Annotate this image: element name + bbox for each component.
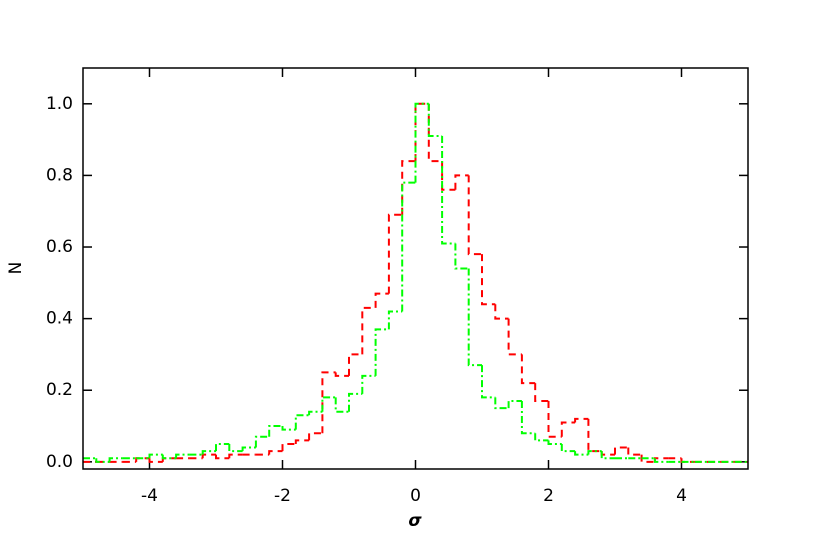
x-tick-label: -4 bbox=[141, 486, 158, 506]
histogram-step bbox=[201, 453, 216, 459]
y-tick-label: 1.0 bbox=[46, 94, 73, 114]
y-tick-label: 0.0 bbox=[46, 452, 73, 472]
histogram-step bbox=[361, 374, 376, 394]
histogram-step bbox=[215, 454, 230, 460]
histogram-step bbox=[215, 442, 230, 452]
histogram-step bbox=[520, 400, 536, 435]
histogram-step bbox=[108, 457, 123, 462]
x-tick-label: 4 bbox=[676, 486, 687, 506]
histogram-step bbox=[520, 354, 536, 385]
histogram-step bbox=[268, 425, 283, 437]
histogram-step bbox=[427, 103, 443, 163]
histogram-step bbox=[640, 454, 655, 463]
histogram-step bbox=[387, 213, 403, 294]
histogram-step bbox=[281, 426, 296, 431]
x-tick-label: 2 bbox=[543, 486, 554, 506]
histogram-step bbox=[574, 417, 589, 423]
y-axis-label: N bbox=[6, 262, 26, 275]
histogram-step bbox=[587, 450, 602, 455]
histogram-step bbox=[614, 446, 629, 455]
histogram-step bbox=[268, 450, 283, 455]
histogram-step bbox=[334, 372, 349, 377]
histogram-step bbox=[507, 399, 522, 409]
histogram-step bbox=[627, 447, 642, 456]
histogram-step bbox=[494, 397, 509, 410]
histogram-step bbox=[653, 458, 669, 463]
histogram-step bbox=[600, 451, 615, 460]
histogram-step bbox=[547, 400, 562, 438]
histogram-step bbox=[414, 102, 429, 162]
histogram-step bbox=[467, 268, 482, 367]
histogram-step bbox=[574, 451, 589, 456]
histogram-step bbox=[348, 353, 363, 376]
histogram-step bbox=[414, 102, 429, 183]
histogram-step bbox=[374, 292, 389, 308]
histogram-step bbox=[361, 306, 376, 355]
histogram-step bbox=[481, 254, 496, 306]
histogram-step bbox=[454, 174, 469, 190]
histogram-step bbox=[427, 103, 443, 138]
histogram-step bbox=[467, 175, 482, 256]
histogram-step bbox=[321, 371, 336, 434]
histogram-step bbox=[534, 433, 549, 442]
histogram-step bbox=[308, 432, 323, 441]
histogram-step bbox=[534, 383, 549, 402]
histogram-step bbox=[587, 418, 602, 453]
histogram-step bbox=[294, 414, 310, 430]
histogram-step bbox=[441, 136, 456, 245]
histogram-step bbox=[387, 310, 403, 330]
y-tick-label: 0.6 bbox=[46, 237, 73, 257]
histogram-step bbox=[241, 446, 256, 452]
histogram-step bbox=[560, 421, 576, 437]
histogram-step bbox=[95, 458, 110, 463]
histogram-step bbox=[401, 160, 416, 215]
histogram-step bbox=[254, 435, 270, 448]
histogram-step bbox=[348, 392, 363, 412]
histogram-step bbox=[401, 181, 416, 312]
y-tick-label: 0.2 bbox=[46, 380, 73, 400]
y-tick-label: 0.8 bbox=[46, 165, 73, 185]
histogram-step bbox=[481, 365, 496, 399]
x-tick-label: 0 bbox=[410, 486, 421, 506]
histogram-step bbox=[294, 439, 310, 444]
histogram-step bbox=[281, 442, 296, 452]
histogram-step bbox=[334, 397, 349, 413]
histogram-step bbox=[547, 440, 562, 445]
histogram-step bbox=[161, 454, 177, 460]
histogram-step bbox=[228, 443, 243, 453]
histogram-step bbox=[560, 443, 576, 453]
histogram-step bbox=[454, 243, 469, 270]
histogram-step bbox=[308, 410, 323, 416]
histogram-step bbox=[374, 328, 389, 376]
histogram-step bbox=[228, 453, 243, 459]
x-tick-label: -2 bbox=[274, 486, 291, 506]
histogram-step bbox=[148, 453, 163, 459]
histogram-step bbox=[201, 450, 216, 455]
histogram-step bbox=[441, 161, 456, 191]
y-tick-label: 0.4 bbox=[46, 309, 73, 329]
histogram-step bbox=[494, 304, 509, 320]
histogram-step bbox=[600, 451, 615, 456]
histogram-step bbox=[321, 396, 336, 412]
histogram-step bbox=[507, 318, 522, 356]
x-axis-label: σ bbox=[408, 511, 422, 531]
histogram-step bbox=[175, 453, 190, 459]
histogram-step bbox=[148, 458, 163, 463]
plot-frame bbox=[82, 67, 749, 470]
